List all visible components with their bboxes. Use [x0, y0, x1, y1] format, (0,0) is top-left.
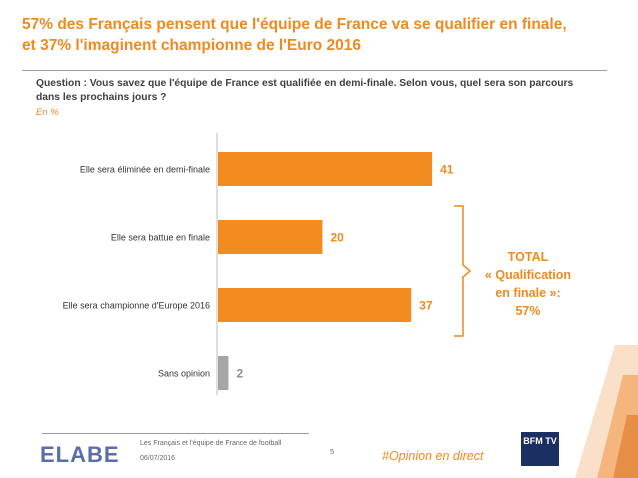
value-label-1: 20 — [330, 231, 344, 245]
bar-0 — [218, 152, 433, 186]
category-label-2: Elle sera championne d'Europe 2016 — [63, 301, 210, 311]
category-label-0: Elle sera éliminée en demi-finale — [80, 165, 210, 175]
page-title: 57% des Français pensent que l'équipe de… — [22, 14, 582, 56]
title-line-2: et 37% l'imaginent championne de l'Euro … — [22, 37, 361, 54]
unit-label: En % — [36, 107, 59, 118]
total-bracket — [454, 205, 472, 337]
page-number: 5 — [330, 447, 335, 456]
value-label-3: 2 — [236, 367, 243, 381]
total-line-4: 57% — [515, 304, 541, 318]
footer-divider — [42, 433, 309, 434]
category-label-3: Sans opinion — [158, 369, 210, 379]
elabe-logo: ELABE — [40, 442, 120, 467]
value-label-2: 37 — [419, 299, 433, 313]
footer-subject: Les Français et l'équipe de France de fo… — [140, 440, 282, 447]
bar-3 — [218, 356, 229, 390]
total-line-2: « Qualification — [484, 268, 572, 282]
total-line-1: TOTAL — [507, 250, 549, 264]
bfm-tv-logo: BFM TV — [521, 432, 559, 466]
bar-2 — [218, 288, 412, 322]
title-line-1: 57% des Français pensent que l'équipe de… — [22, 16, 567, 33]
hashtag: #Opinion en direct — [382, 449, 484, 463]
total-callout: TOTAL « Qualification en finale »: 57% — [480, 248, 576, 320]
survey-question: Question : Vous savez que l'équipe de Fr… — [36, 78, 574, 103]
total-line-3: en finale »: — [495, 286, 561, 300]
bar-1 — [218, 220, 323, 254]
footer-date: 06/07/2016 — [140, 455, 176, 462]
header-divider — [22, 70, 607, 71]
category-label-1: Elle sera battue en finale — [111, 233, 210, 243]
decorative-arrow-shape — [575, 345, 638, 478]
value-label-0: 41 — [440, 163, 454, 177]
